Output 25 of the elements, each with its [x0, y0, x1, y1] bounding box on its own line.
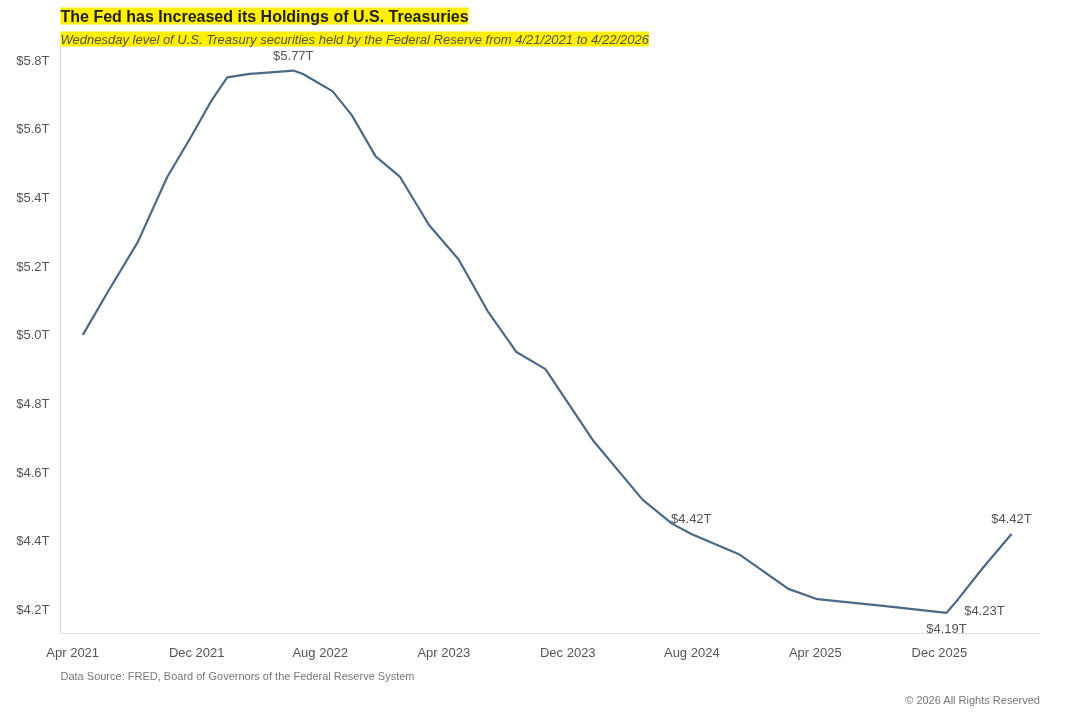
annotation: $4.42T	[671, 510, 712, 526]
annotation: $5.77T	[273, 47, 314, 63]
annotation: $4.23T	[964, 603, 1005, 619]
x-tick-label: Apr 2021	[46, 644, 100, 660]
y-tick-label: $4.8T	[16, 396, 50, 412]
annotation: $4.42T	[991, 510, 1032, 526]
x-tick-label: Dec 2021	[168, 644, 225, 660]
x-tick-label: Apr 2023	[417, 644, 471, 660]
y-tick-label: $5.2T	[16, 258, 50, 274]
x-tick-label: Dec 2023	[539, 644, 596, 660]
y-tick-label: $5.8T	[16, 52, 50, 68]
x-tick-label: Dec 2025	[911, 644, 968, 660]
y-tick-label: $4.4T	[16, 533, 50, 549]
x-tick-label: Aug 2024	[663, 644, 720, 660]
y-tick-label: $4.2T	[16, 601, 50, 617]
annotation: $4.19T	[926, 620, 967, 636]
x-tick-label: Aug 2022	[292, 644, 349, 660]
chart-subtitle: Wednesday level of U.S. Treasury securities held by the Federal Reserve from 4/21/2021 to 4/22/2026	[60, 31, 650, 47]
y-tick-label: $5.0T	[16, 327, 50, 343]
y-tick-label: $4.6T	[16, 464, 50, 480]
source-note: Data Source: FRED, Board of Governors of the Federal Reserve System	[60, 669, 415, 682]
y-tick-label: $5.6T	[16, 121, 50, 137]
y-tick-label: $5.4T	[16, 190, 50, 206]
text: © 2026 All Rights Reserved	[905, 693, 1040, 706]
x-tick-label: Apr 2025	[788, 644, 842, 660]
